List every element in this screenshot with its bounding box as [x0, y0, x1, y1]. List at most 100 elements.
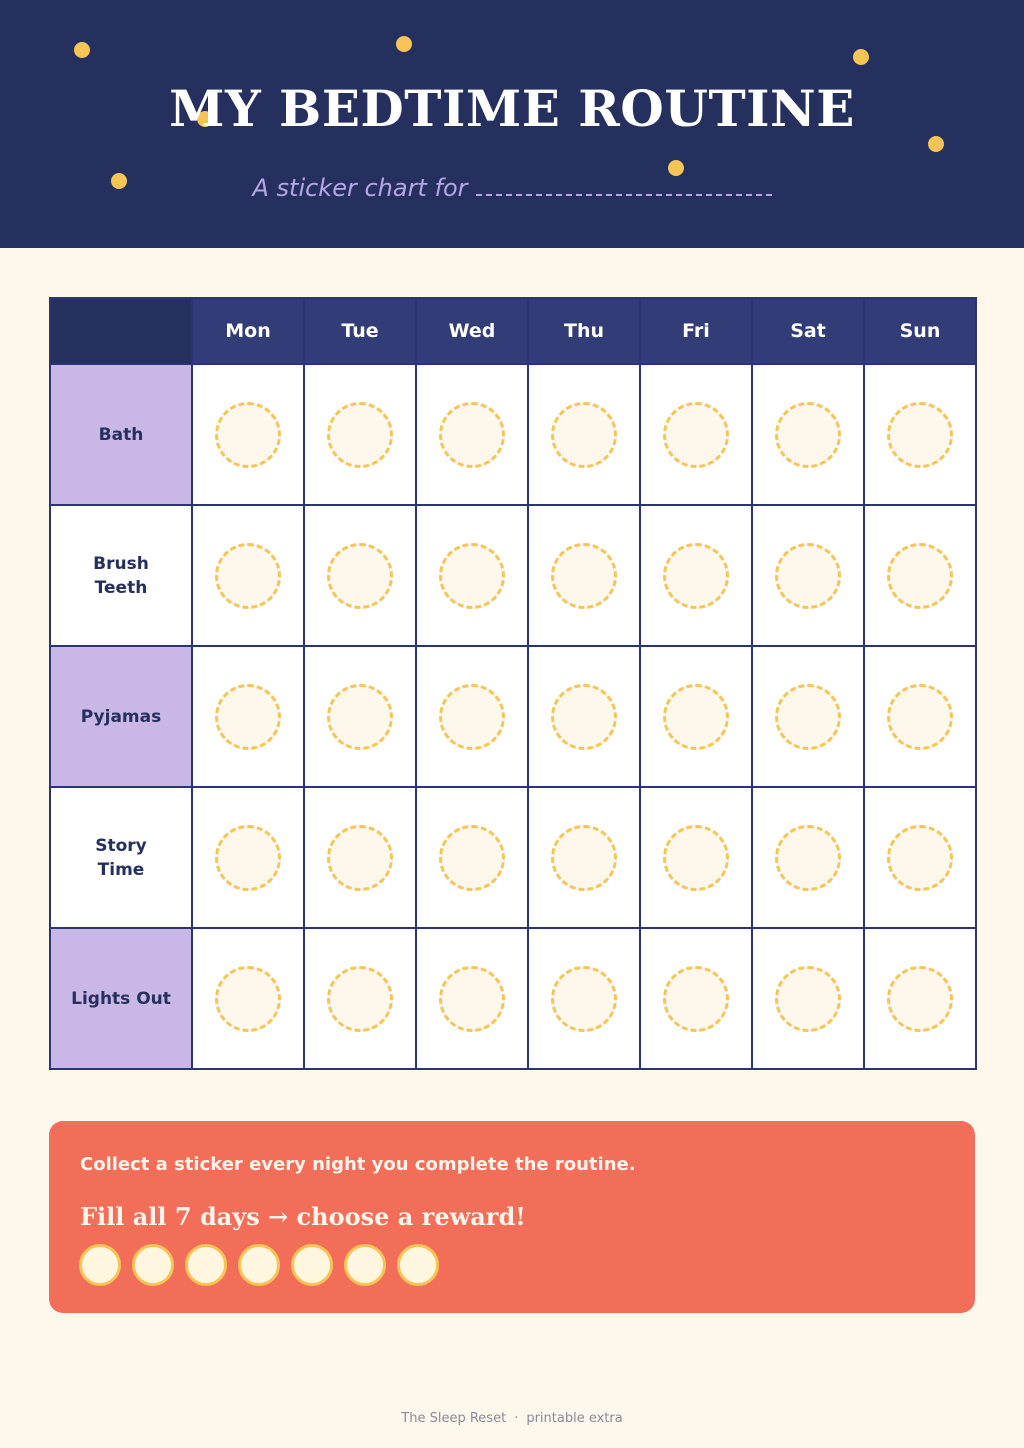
- sticker-cell[interactable]: [527, 363, 641, 506]
- day-header: Mon: [191, 297, 305, 365]
- sticker-slot-circle[interactable]: [663, 401, 729, 468]
- sticker-slot-circle[interactable]: [327, 542, 393, 609]
- page-title: MY BEDTIME ROUTINE: [169, 79, 855, 138]
- sticker-slot-circle[interactable]: [775, 542, 841, 609]
- sticker-slot-circle[interactable]: [887, 683, 953, 750]
- sticker-cell[interactable]: [303, 786, 417, 929]
- star-dot-icon: [928, 136, 944, 152]
- sticker-slot-circle[interactable]: [663, 683, 729, 750]
- sticker-cell[interactable]: [639, 363, 753, 506]
- footer: The Sleep Reset · printable extra: [0, 1408, 1024, 1430]
- reward-sticker-circle[interactable]: [397, 1244, 439, 1286]
- sticker-cell[interactable]: [863, 504, 977, 647]
- reward-sticker-circle[interactable]: [79, 1244, 121, 1286]
- footer-separator: ·: [514, 1411, 519, 1426]
- sticker-cell[interactable]: [863, 927, 977, 1070]
- sticker-cell[interactable]: [191, 363, 305, 506]
- sticker-cell[interactable]: [303, 645, 417, 788]
- sticker-cell[interactable]: [527, 927, 641, 1070]
- sticker-slot-circle[interactable]: [775, 683, 841, 750]
- sticker-cell[interactable]: [191, 645, 305, 788]
- sticker-cell[interactable]: [751, 363, 865, 506]
- sticker-slot-circle[interactable]: [327, 683, 393, 750]
- star-dot-icon: [74, 42, 90, 58]
- sticker-slot-circle[interactable]: [439, 401, 505, 468]
- sticker-cell[interactable]: [303, 363, 417, 506]
- sticker-cell[interactable]: [303, 504, 417, 647]
- sticker-slot-circle[interactable]: [551, 824, 617, 891]
- sticker-slot-circle[interactable]: [775, 401, 841, 468]
- sticker-slot-circle[interactable]: [215, 542, 281, 609]
- reward-sticker-circle[interactable]: [185, 1244, 227, 1286]
- sticker-cell[interactable]: [415, 504, 529, 647]
- task-row: Story Time: [49, 786, 977, 929]
- sticker-cell[interactable]: [751, 645, 865, 788]
- day-header: Sat: [751, 297, 865, 365]
- sticker-slot-circle[interactable]: [663, 542, 729, 609]
- reward-sticker-circle[interactable]: [291, 1244, 333, 1286]
- sticker-slot-circle[interactable]: [439, 542, 505, 609]
- sticker-cell[interactable]: [303, 927, 417, 1070]
- sticker-cell[interactable]: [415, 645, 529, 788]
- sticker-slot-circle[interactable]: [327, 824, 393, 891]
- sticker-slot-circle[interactable]: [215, 824, 281, 891]
- task-row: Brush Teeth: [49, 504, 977, 647]
- sticker-slot-circle[interactable]: [887, 965, 953, 1032]
- reward-sticker-circle[interactable]: [132, 1244, 174, 1286]
- sticker-cell[interactable]: [751, 786, 865, 929]
- sticker-slot-circle[interactable]: [439, 683, 505, 750]
- sticker-slot-circle[interactable]: [439, 824, 505, 891]
- sticker-slot-circle[interactable]: [663, 824, 729, 891]
- reward-sticker-circle[interactable]: [344, 1244, 386, 1286]
- sticker-cell[interactable]: [751, 927, 865, 1070]
- sticker-slot-circle[interactable]: [215, 965, 281, 1032]
- day-header: Wed: [415, 297, 529, 365]
- sticker-slot-circle[interactable]: [551, 965, 617, 1032]
- sticker-cell[interactable]: [191, 504, 305, 647]
- task-label-cell: Story Time: [49, 786, 193, 929]
- reward-sticker-circle[interactable]: [238, 1244, 280, 1286]
- sticker-slot-circle[interactable]: [327, 401, 393, 468]
- sticker-slot-circle[interactable]: [439, 965, 505, 1032]
- sticker-slot-circle[interactable]: [887, 542, 953, 609]
- reward-instruction: Collect a sticker every night you comple…: [80, 1154, 636, 1175]
- star-dot-icon: [396, 36, 412, 52]
- task-label-cell: Bath: [49, 363, 193, 506]
- sticker-cell[interactable]: [527, 504, 641, 647]
- sticker-slot-circle[interactable]: [551, 401, 617, 468]
- sticker-slot-circle[interactable]: [327, 965, 393, 1032]
- sticker-slot-circle[interactable]: [551, 683, 617, 750]
- sticker-slot-circle[interactable]: [775, 824, 841, 891]
- sticker-cell[interactable]: [639, 786, 753, 929]
- sticker-cell[interactable]: [863, 363, 977, 506]
- sticker-slot-circle[interactable]: [551, 542, 617, 609]
- day-header: Tue: [303, 297, 417, 365]
- sticker-cell[interactable]: [863, 645, 977, 788]
- star-dot-icon: [853, 49, 869, 65]
- sticker-cell[interactable]: [639, 927, 753, 1070]
- sticker-slot-circle[interactable]: [663, 965, 729, 1032]
- sticker-cell[interactable]: [527, 645, 641, 788]
- day-header: Sun: [863, 297, 977, 365]
- subtitle-text: A sticker chart for: [252, 174, 468, 202]
- sticker-cell[interactable]: [415, 786, 529, 929]
- sticker-cell[interactable]: [863, 786, 977, 929]
- sticker-cell[interactable]: [527, 786, 641, 929]
- sticker-cell[interactable]: [415, 363, 529, 506]
- task-row: Lights Out: [49, 927, 977, 1070]
- sticker-cell[interactable]: [639, 504, 753, 647]
- sticker-cell[interactable]: [191, 786, 305, 929]
- sticker-slot-circle[interactable]: [887, 401, 953, 468]
- sticker-slot-circle[interactable]: [887, 824, 953, 891]
- sticker-cell[interactable]: [191, 927, 305, 1070]
- sticker-slot-circle[interactable]: [215, 401, 281, 468]
- day-header: Fri: [639, 297, 753, 365]
- sticker-cell[interactable]: [415, 927, 529, 1070]
- task-label-cell: Brush Teeth: [49, 504, 193, 647]
- star-dot-icon: [197, 111, 213, 127]
- header-banner: MY BEDTIME ROUTINE A sticker chart for: [0, 0, 1024, 248]
- sticker-cell[interactable]: [639, 645, 753, 788]
- sticker-slot-circle[interactable]: [215, 683, 281, 750]
- sticker-cell[interactable]: [751, 504, 865, 647]
- sticker-slot-circle[interactable]: [775, 965, 841, 1032]
